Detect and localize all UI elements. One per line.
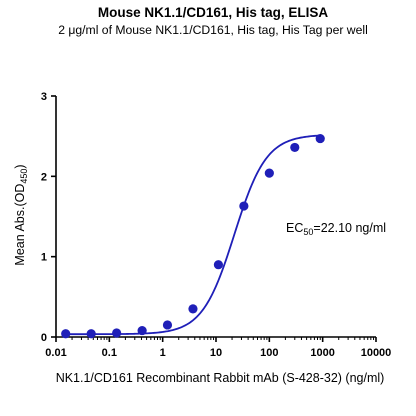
x-axis: 0.01 0.1 1 10 100 1000 10000 xyxy=(45,336,392,359)
data-points-layer xyxy=(61,133,325,339)
y-axis-label-subscript: 450 xyxy=(19,169,29,184)
x-tick-label-6: 10000 xyxy=(361,347,392,359)
data-point-6 xyxy=(213,260,224,270)
data-point-10 xyxy=(315,133,325,144)
fit-curve-layer xyxy=(65,134,321,336)
ec50-prefix: EC xyxy=(286,221,303,235)
x-tick-label-4: 100 xyxy=(260,347,278,359)
x-tick-label-1: 0.1 xyxy=(102,347,117,359)
chart-title: Mouse NK1.1/CD161, His tag, ELISA xyxy=(98,5,329,20)
y-axis-label: Mean Abs.(OD450) xyxy=(13,164,29,265)
x-tick-label-0: 0.01 xyxy=(45,347,66,359)
data-point-2 xyxy=(112,328,122,338)
x-tick-label-2: 1 xyxy=(160,347,166,359)
ec50-value: =22.10 ng/ml xyxy=(313,221,386,235)
ec50-subscript: 50 xyxy=(303,227,313,237)
y-tick-label-0: 0 xyxy=(41,332,47,344)
chart-subtitle: 2 μg/ml of Mouse NK1.1/CD161, His tag, H… xyxy=(58,23,368,37)
y-tick-label-2: 2 xyxy=(41,171,47,183)
data-point-8 xyxy=(264,168,274,178)
x-tick-label-3: 10 xyxy=(210,347,222,359)
data-point-7 xyxy=(239,201,249,211)
data-point-1 xyxy=(86,329,96,339)
data-point-4 xyxy=(162,320,173,330)
y-axis-label-main: Mean Abs.(OD xyxy=(13,184,27,266)
x-axis-label: NK1.1/CD161 Recombinant Rabbit mAb (S-42… xyxy=(56,371,385,385)
y-tick-label-3: 3 xyxy=(41,91,47,103)
x-tick-label-5: 1000 xyxy=(310,347,334,359)
ec50-annotation: EC50=22.10 ng/ml xyxy=(286,221,386,237)
data-point-0 xyxy=(61,329,71,339)
data-point-5 xyxy=(188,304,198,314)
fit-curve xyxy=(65,134,321,336)
data-point-9 xyxy=(290,142,300,153)
y-axis-label-close: ) xyxy=(13,164,27,168)
y-axis: 0 1 2 3 xyxy=(41,91,57,344)
data-point-3 xyxy=(137,325,147,336)
y-tick-label-1: 1 xyxy=(41,252,47,264)
